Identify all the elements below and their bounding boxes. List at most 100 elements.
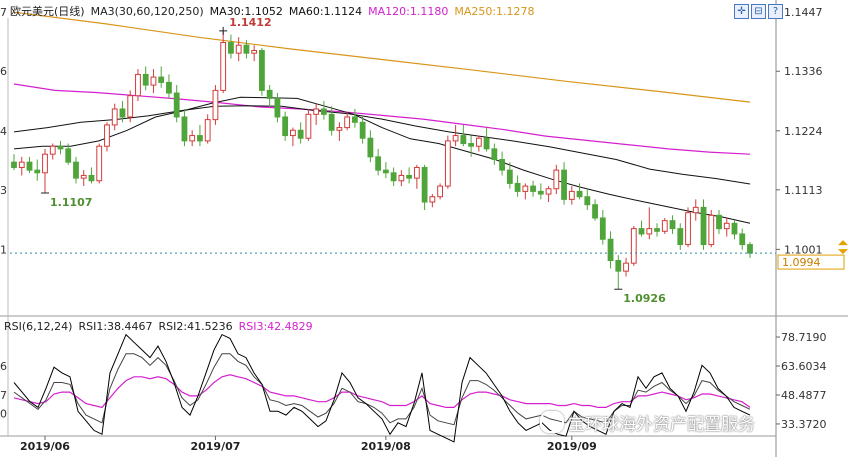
down-candle [382, 169, 389, 174]
down-candle [607, 238, 614, 262]
down-candle [328, 113, 335, 131]
up-candle [305, 113, 312, 139]
price-tick-label: 1.1001 [784, 243, 823, 256]
price-tick-label: 1.1113 [784, 184, 823, 197]
watermark: 宝环球海外资产配置服务 [540, 410, 755, 435]
down-candle [499, 159, 505, 171]
down-candle [491, 148, 498, 161]
left-tick-fragment: 4 [0, 125, 7, 138]
down-candle [468, 143, 474, 147]
ma30-line [13, 96, 751, 224]
up-candle [692, 206, 699, 214]
down-candle [747, 244, 753, 254]
down-candle [142, 73, 149, 86]
minimize-icon[interactable]: ⊟ [751, 4, 766, 19]
up-candle [398, 174, 405, 182]
down-candle [274, 97, 281, 118]
up-candle [204, 119, 211, 142]
high-annotation: 1.1412 [229, 16, 271, 29]
down-candle [514, 182, 521, 192]
down-candle [88, 174, 95, 182]
ma250-line [13, 11, 751, 103]
up-candle [553, 169, 560, 190]
down-candle [731, 222, 738, 235]
down-candle [166, 81, 172, 94]
down-candle [228, 42, 234, 54]
up-candle [49, 145, 56, 155]
date-tick-label: 2019/09 [547, 440, 597, 453]
down-candle [181, 116, 188, 142]
help-icon[interactable]: ? [768, 4, 783, 19]
rsi-left-tick: 6 [0, 360, 7, 373]
down-candle [282, 116, 289, 137]
rsi3-line [13, 374, 751, 409]
date-tick-label: 2019/06 [20, 440, 70, 453]
down-candle [320, 108, 327, 115]
up-candle [96, 145, 103, 182]
ma30-legend: MA30:1.1052 [209, 5, 283, 18]
up-candle [135, 73, 141, 97]
low-annotation: 1.1107 [50, 196, 92, 209]
last-price-label: 1.0994 [782, 256, 821, 269]
high-marker [219, 26, 228, 35]
expand-icon[interactable]: ✛ [734, 4, 749, 19]
watermark-text: 宝环球海外资产配置服务 [568, 415, 755, 435]
low-annotation: 1.0926 [623, 292, 666, 305]
ma60-line [13, 105, 751, 185]
down-candle [483, 137, 490, 150]
down-candle [26, 161, 33, 171]
up-candle [545, 188, 552, 195]
down-candle [530, 185, 536, 192]
down-candle [615, 260, 622, 272]
down-candle [11, 161, 17, 168]
up-candle [444, 140, 451, 187]
down-candle [406, 174, 413, 179]
down-candle [57, 145, 64, 150]
down-candle [460, 135, 467, 145]
down-candle [259, 50, 265, 91]
up-candle [723, 222, 730, 230]
down-candle [592, 204, 598, 219]
up-candle [336, 127, 343, 131]
wechat-logo-icon [540, 411, 564, 433]
rsi-tick-label: 63.6034 [781, 360, 827, 373]
down-candle [73, 161, 79, 179]
down-candle [351, 116, 358, 123]
up-candle [437, 185, 444, 198]
down-candle [638, 228, 645, 235]
down-candle [654, 228, 660, 232]
rsi-indicator-header: RSI(6,12,24) RSI1:38.4467 RSI2:41.5236 RSI3… [4, 320, 319, 333]
last-price-tag [777, 254, 845, 270]
up-candle [104, 124, 110, 147]
down-candle [65, 148, 72, 163]
up-candle [413, 166, 420, 179]
ma120-legend: MA120:1.1180 [368, 5, 449, 18]
up-candle [80, 174, 87, 179]
up-candle [220, 42, 227, 91]
rsi-params: RSI(6,12,24) [4, 320, 73, 333]
up-candle [661, 220, 668, 232]
up-candle [452, 135, 459, 142]
down-candle [669, 220, 676, 230]
rsi-left-tick: 0 [0, 408, 7, 421]
up-candle [344, 116, 351, 129]
up-candle [42, 153, 48, 174]
down-candle [576, 190, 583, 198]
up-candle [127, 95, 134, 118]
rsi-tick-label: 33.3720 [781, 418, 827, 431]
down-candle [173, 92, 180, 118]
up-candle [429, 196, 436, 203]
down-candle [561, 169, 567, 200]
ma60-legend: MA60:1.1124 [288, 5, 363, 18]
down-candle [599, 217, 606, 240]
ma-legend: MA3(30,60,120,250) [90, 5, 204, 18]
down-candle [243, 44, 250, 54]
up-candle [111, 108, 118, 126]
price-tick-label: 1.1224 [784, 125, 823, 138]
down-candle [266, 89, 273, 99]
down-candle [677, 228, 684, 246]
rsi-left-tick: 7 [0, 389, 7, 402]
up-candle [568, 190, 575, 200]
